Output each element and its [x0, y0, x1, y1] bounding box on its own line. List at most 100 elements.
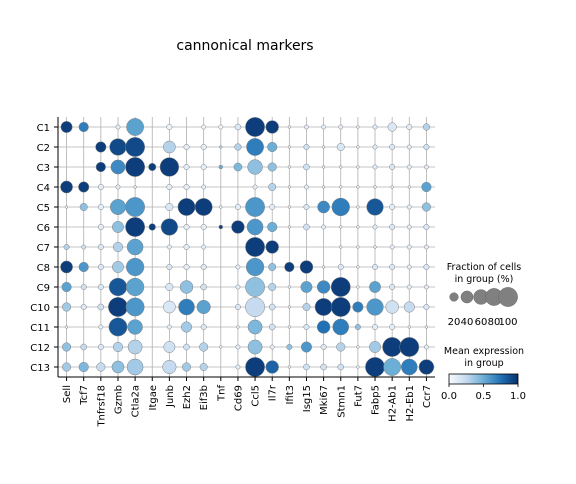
dot-C11-Sell [64, 325, 69, 329]
y-tick-label: C8 [37, 263, 50, 274]
dot-C11-Tnfrsf18 [98, 324, 104, 330]
dot-C9-Isg15 [300, 281, 313, 293]
dot-C5-H2-Eb1 [406, 204, 412, 210]
dot-C6-Ifit3 [287, 225, 291, 229]
dot-C4-Fut7 [356, 185, 360, 189]
color-legend-title: in group [464, 358, 503, 369]
dot-C5-Tnf [219, 205, 223, 209]
dots-layer [60, 117, 435, 377]
x-tick-label: Eif3b [199, 385, 210, 410]
dot-C8-H2-Ab1 [389, 264, 396, 270]
dot-C8-Tnfrsf18 [97, 264, 104, 270]
dot-C10-Isg15 [302, 303, 311, 311]
dot-C7-Stmn1 [339, 245, 343, 249]
dot-C3-Ezh2 [183, 164, 190, 170]
dot-C12-Stmn1 [336, 342, 346, 352]
dot-C11-Ccl5 [247, 319, 263, 335]
dot-C4-Sell [60, 180, 73, 194]
colorbar-tick-label: 0.0 [441, 391, 457, 402]
dot-C6-Tnfrsf18 [97, 224, 104, 230]
dot-C12-H2-Eb1 [399, 337, 420, 357]
size-legend-dot [498, 287, 518, 307]
dot-C8-H2-Eb1 [406, 264, 412, 270]
dot-C11-H2-Eb1 [407, 325, 411, 329]
dot-C4-Tcf7 [78, 181, 90, 193]
dot-C9-Cd69 [235, 284, 241, 290]
dot-C6-Isg15 [303, 223, 310, 231]
dot-C9-Mki67 [316, 280, 331, 294]
dot-C2-Il7r [267, 141, 278, 153]
dot-C1-H2-Ab1 [387, 122, 397, 132]
dot-C2-Eif3b [200, 144, 207, 150]
dot-C13-Tcf7 [78, 361, 89, 373]
x-tick-label: Il7r [268, 384, 279, 401]
dot-C9-Tnfrsf18 [97, 284, 104, 290]
dot-C8-Isg15 [299, 260, 314, 274]
dot-C12-Cd69 [235, 344, 241, 350]
dot-C5-Mki67 [317, 200, 330, 214]
dot-C6-Fabp5 [372, 224, 378, 230]
y-tick-label: C1 [37, 123, 50, 134]
dot-C5-Gzmb [109, 199, 126, 215]
dot-C4-Tnfrsf18 [97, 184, 104, 190]
x-tick-label: Ctla2a [131, 385, 142, 417]
dot-C5-Fabp5 [366, 198, 384, 216]
dot-C2-H2-Ab1 [389, 144, 396, 150]
y-tick-label: C5 [37, 203, 50, 214]
dot-C3-H2-Eb1 [406, 164, 412, 170]
dot-C9-H2-Eb1 [406, 284, 412, 290]
dot-C11-Junb [166, 324, 172, 330]
size-legend-title: in group (%) [455, 274, 514, 285]
dot-C2-Tnfrsf18 [95, 141, 107, 153]
dot-C12-Eif3b [199, 342, 209, 352]
dot-C12-H2-Ab1 [382, 337, 403, 357]
dot-C6-Ccl5 [246, 218, 264, 236]
dot-C7-Fut7 [356, 245, 360, 249]
dot-C11-Fut7 [354, 324, 361, 330]
dot-C2-Junb [163, 140, 176, 154]
dot-C12-Il7r [269, 344, 275, 350]
dot-C9-Ccr7 [424, 284, 429, 290]
dot-C7-Sell [63, 244, 70, 250]
dot-C3-Tnf [218, 164, 223, 170]
dot-C10-Eif3b [196, 299, 211, 315]
dot-C10-Junb [163, 300, 176, 314]
dot-C8-Ccl5 [245, 257, 265, 277]
dot-C2-Fabp5 [372, 144, 378, 150]
dot-C3-Cd69 [233, 162, 243, 172]
dot-C2-Isg15 [303, 144, 310, 150]
dot-C3-Isg15 [303, 163, 310, 171]
x-tick-label: Gzmb [113, 385, 124, 414]
dot-C1-Ccr7 [422, 123, 431, 131]
dot-C3-Gzmb [110, 159, 126, 175]
x-tick-label: Cd69 [233, 385, 244, 411]
dot-C9-Gzmb [108, 277, 128, 297]
x-tick-label: H2-Ab1 [388, 385, 399, 422]
dot-C6-Ezh2 [183, 224, 190, 230]
dot-C1-H2-Eb1 [406, 124, 413, 130]
dot-C1-Ccl5 [245, 117, 265, 137]
dot-C5-Cd69 [234, 204, 241, 210]
dot-C1-Tcf7 [78, 121, 89, 133]
dot-C3-Itgae [148, 163, 157, 171]
x-tick-label: Isg15 [302, 385, 313, 412]
dot-C3-H2-Ab1 [389, 164, 396, 170]
size-legend-label: 100 [498, 317, 517, 328]
y-tick-label: C7 [37, 243, 50, 254]
dot-C13-Sell [62, 362, 72, 372]
dot-C3-Fut7 [356, 165, 360, 169]
dot-C1-Tnf [218, 124, 224, 130]
dot-C4-Ccr7 [421, 181, 432, 193]
dot-C5-Junb [165, 203, 174, 211]
dot-C4-Il7r [268, 183, 277, 191]
size-legend-label: 80 [488, 317, 501, 328]
dot-C4-H2-Ab1 [390, 185, 394, 189]
dot-C4-Junb [166, 184, 173, 190]
dot-C11-Eif3b [200, 324, 207, 330]
dot-C1-Fut7 [356, 125, 360, 129]
dot-C12-Ifit3 [286, 344, 293, 350]
y-tick-label: C9 [37, 283, 50, 294]
dot-C1-Mki67 [321, 124, 327, 130]
